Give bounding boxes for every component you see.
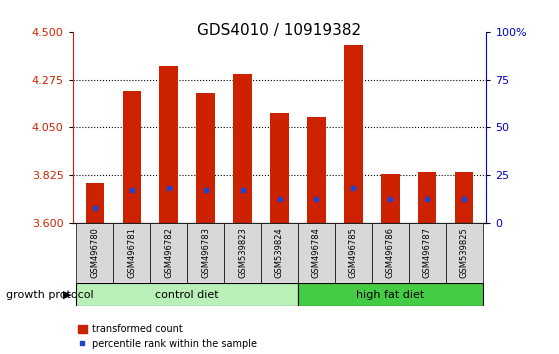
Text: GSM496785: GSM496785 [349, 227, 358, 278]
Bar [261, 223, 298, 283]
Text: GSM496780: GSM496780 [91, 227, 100, 278]
Bar [409, 223, 446, 283]
Bar [418, 172, 437, 223]
Bar [196, 93, 215, 223]
Bar [372, 223, 409, 283]
Legend: transformed count, percentile rank within the sample: transformed count, percentile rank withi… [78, 324, 257, 349]
Bar [307, 117, 326, 223]
Bar [122, 91, 141, 223]
Bar [86, 183, 104, 223]
Bar [150, 223, 187, 283]
Text: GSM496786: GSM496786 [386, 227, 395, 278]
Bar [224, 223, 261, 283]
Text: growth protocol: growth protocol [6, 290, 93, 299]
Bar [335, 223, 372, 283]
Text: GDS4010 / 10919382: GDS4010 / 10919382 [197, 23, 362, 38]
Bar [113, 223, 150, 283]
Text: ▶: ▶ [63, 290, 71, 299]
Bar [455, 172, 473, 223]
Bar [187, 223, 224, 283]
Text: GSM539823: GSM539823 [238, 227, 247, 278]
Text: GSM496787: GSM496787 [423, 227, 432, 278]
Text: GSM496784: GSM496784 [312, 227, 321, 278]
Bar [270, 113, 289, 223]
Bar [298, 283, 482, 306]
Text: control diet: control diet [155, 290, 219, 300]
Text: GSM496781: GSM496781 [127, 227, 136, 278]
Bar [159, 66, 178, 223]
Bar [298, 223, 335, 283]
Text: high fat diet: high fat diet [356, 290, 424, 300]
Bar [446, 223, 482, 283]
Bar [344, 45, 363, 223]
Text: GSM539825: GSM539825 [459, 227, 468, 278]
Bar [233, 74, 252, 223]
Bar [77, 283, 298, 306]
Text: GSM539824: GSM539824 [275, 227, 284, 278]
Text: GSM496782: GSM496782 [164, 227, 173, 278]
Bar [381, 174, 400, 223]
Text: GSM496783: GSM496783 [201, 227, 210, 278]
Bar [77, 223, 113, 283]
